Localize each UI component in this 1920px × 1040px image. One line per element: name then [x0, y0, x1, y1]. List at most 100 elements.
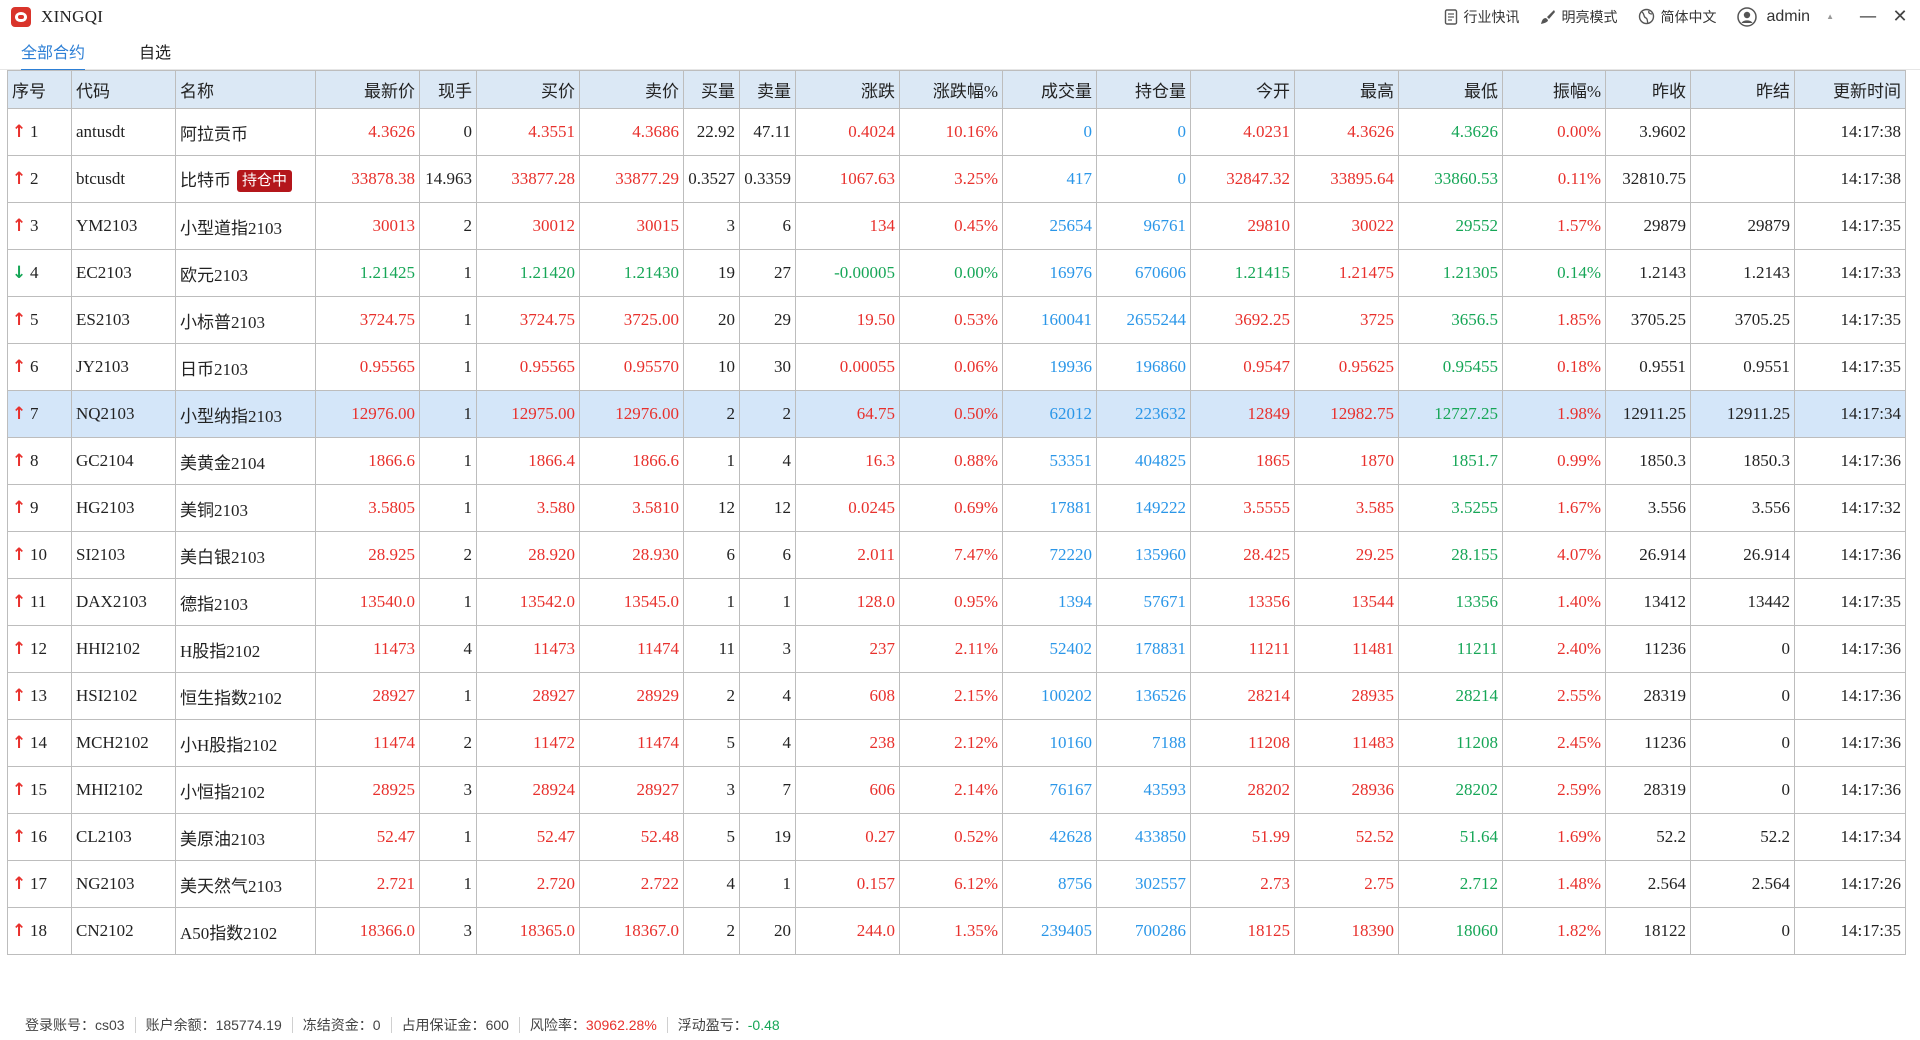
col-header-prev-close[interactable]: 昨收 [1605, 70, 1691, 109]
cell-high: 12982.75 [1294, 390, 1399, 438]
col-header-bid[interactable]: 买价 [476, 70, 580, 109]
contract-name: 小标普2103 [180, 312, 265, 332]
language-button[interactable]: 简体中文 [1638, 7, 1717, 27]
cell-update-time: 14:17:36 [1794, 672, 1906, 720]
minimize-button[interactable]: — [1859, 6, 1877, 27]
table-row[interactable]: ↑ 11 DAX2103 德指2103 13540.0 1 13542.0 13545.0 1 1… [7, 578, 1906, 626]
col-header-open-interest[interactable]: 持仓量 [1096, 70, 1191, 109]
col-header-name[interactable]: 名称 [175, 70, 316, 109]
globe-icon [1638, 8, 1654, 25]
cell-vol-now: 1 [419, 390, 477, 438]
table-row[interactable]: ↑ 15 MHI2102 小恒指2102 28925 3 28924 28927 3 7 606 2.… [7, 766, 1906, 814]
cell-amplitude: 1.82% [1502, 907, 1606, 955]
cell-update-time: 14:17:36 [1794, 625, 1906, 673]
col-header-low[interactable]: 最低 [1398, 70, 1503, 109]
theme-button[interactable]: 明亮模式 [1540, 7, 1618, 27]
cell-prev-close: 28319 [1605, 672, 1691, 720]
col-header-code[interactable]: 代码 [71, 70, 176, 109]
cell-code: HHI2102 [71, 625, 176, 673]
row-number: 1 [30, 122, 39, 141]
cell-change-pct: 0.69% [899, 484, 1003, 532]
close-button[interactable]: ✕ [1892, 6, 1908, 27]
contract-name: 美黄金2104 [180, 453, 265, 473]
table-row[interactable]: ↑ 12 HHI2102 H股指2102 11473 4 11473 11474 11 3 237 2… [7, 625, 1906, 673]
status-value: cs03 [95, 1017, 125, 1033]
col-header-last[interactable]: 最新价 [315, 70, 420, 109]
cell-volume: 1394 [1002, 578, 1097, 626]
status-value: -0.48 [747, 1017, 780, 1033]
cell-bid: 13542.0 [476, 578, 580, 626]
status-item: 账户余额：185774.19 [136, 1015, 292, 1035]
cell-open-interest: 2655244 [1096, 296, 1191, 344]
cell-no: ↑ 8 [7, 437, 72, 485]
tab-watchlist[interactable]: 自选 [139, 45, 172, 62]
status-label: 冻结资金： [302, 1017, 373, 1033]
col-header-ask[interactable]: 卖价 [579, 70, 684, 109]
cell-open: 3.5555 [1190, 484, 1295, 532]
col-header-high[interactable]: 最高 [1294, 70, 1399, 109]
cell-low: 4.3626 [1398, 108, 1503, 156]
user-menu[interactable]: admin [1736, 6, 1821, 27]
cell-vol-now: 1 [419, 578, 477, 626]
table-row[interactable]: ↑ 9 HG2103 美铜2103 3.5805 1 3.580 3.5810 12 12 0.02… [7, 484, 1906, 532]
table-row[interactable]: ↑ 13 HSI2102 恒生指数2102 28927 1 28927 28929 2 4 608 2… [7, 672, 1906, 720]
status-label: 占用保证金： [401, 1017, 486, 1033]
cell-ask: 11474 [579, 625, 684, 673]
col-header-update-time[interactable]: 更新时间 [1794, 70, 1906, 109]
col-header-change-pct[interactable]: 涨跌幅% [899, 70, 1003, 109]
table-row[interactable]: ↑ 5 ES2103 小标普2103 3724.75 1 3724.75 3725.00 20 2… [7, 296, 1906, 344]
cell-prev-close: 18122 [1605, 907, 1691, 955]
cell-update-time: 14:17:35 [1794, 202, 1906, 250]
cell-open: 11211 [1190, 625, 1295, 673]
row-number: 17 [30, 874, 47, 893]
cell-open: 28.425 [1190, 531, 1295, 579]
news-button[interactable]: 行业快讯 [1444, 7, 1520, 27]
col-header-volume[interactable]: 成交量 [1002, 70, 1097, 109]
col-header-ask-qty[interactable]: 卖量 [739, 70, 796, 109]
status-separator [390, 1017, 392, 1033]
cell-code: MHI2102 [71, 766, 176, 814]
table-row[interactable]: ↑ 17 NG2103 美天然气2103 2.721 1 2.720 2.722 4 1 0.157… [7, 860, 1906, 908]
col-header-bid-qty[interactable]: 买量 [683, 70, 740, 109]
cell-amplitude: 4.07% [1502, 531, 1606, 579]
cell-change-pct: 0.53% [899, 296, 1003, 344]
cell-name: 小H股指2102 [175, 719, 316, 767]
cell-no: ↑ 16 [7, 813, 72, 861]
col-header-change[interactable]: 涨跌 [795, 70, 900, 109]
col-header-amplitude[interactable]: 振幅% [1502, 70, 1606, 109]
table-row[interactable]: ↑ 16 CL2103 美原油2103 52.47 1 52.47 52.48 5 19 0.27 0… [7, 813, 1906, 861]
col-header-open[interactable]: 今开 [1190, 70, 1295, 109]
table-row[interactable]: ↑ 18 CN2102 A50指数2102 18366.0 3 18365.0 18367.0… [7, 907, 1906, 955]
cell-open: 32847.32 [1190, 155, 1295, 203]
arrow-up-icon: ↑ [12, 921, 27, 941]
cell-no: ↑ 6 [7, 343, 72, 391]
col-header-no[interactable]: 序号 [7, 70, 72, 109]
collapse-triangle-icon[interactable]: ▲ [1826, 12, 1834, 21]
tab-all-contracts[interactable]: 全部合约 [21, 39, 86, 71]
cell-ask-qty: 6 [739, 202, 796, 250]
col-header-prev-settle[interactable]: 昨结 [1690, 70, 1795, 109]
cell-prev-close: 2.564 [1605, 860, 1691, 908]
col-header-vol-now[interactable]: 现手 [419, 70, 477, 109]
cell-bid-qty: 1 [683, 578, 740, 626]
table-row[interactable]: ↑ 6 JY2103 日币2103 0.95565 1 0.95565 0.95570 10 30… [7, 343, 1906, 391]
table-row[interactable]: ↑ 10 SI2103 美白银2103 28.925 2 28.920 28.930 6 6 2.0… [7, 531, 1906, 579]
cell-amplitude: 0.18% [1502, 343, 1606, 391]
cell-amplitude: 2.59% [1502, 766, 1606, 814]
table-row[interactable]: ↓ 4 EC2103 欧元2103 1.21425 1 1.21420 1.21430 19 27… [7, 249, 1906, 297]
table-row[interactable]: ↑ 14 MCH2102 小H股指2102 11474 2 11472 11474 5 4 238 2… [7, 719, 1906, 767]
cell-prev-close: 3.556 [1605, 484, 1691, 532]
table-row[interactable]: ↑ 8 GC2104 美黄金2104 1866.6 1 1866.4 1866.6 1 4 16.3… [7, 437, 1906, 485]
cell-change-pct: 0.45% [899, 202, 1003, 250]
table-row[interactable]: ↑ 3 YM2103 小型道指2103 30013 2 30012 30015 3 6 134 0.4… [7, 202, 1906, 250]
table-row[interactable]: ↑ 7 NQ2103 小型纳指2103 12976.00 1 12975.00 12976.0… [7, 390, 1906, 438]
cell-ask: 2.722 [579, 860, 684, 908]
table-row[interactable]: ↑ 1 antusdt 阿拉贡币 4.3626 0 4.3551 4.3686 22.92 47.… [7, 108, 1906, 156]
cell-volume: 42628 [1002, 813, 1097, 861]
cell-low: 28214 [1398, 672, 1503, 720]
cell-amplitude: 2.40% [1502, 625, 1606, 673]
cell-volume: 52402 [1002, 625, 1097, 673]
cell-low: 1851.7 [1398, 437, 1503, 485]
table-row[interactable]: ↑ 2 btcusdt 比特币 持仓中 33878.38 14.963 33877.28 338… [7, 155, 1906, 203]
cell-ask: 18367.0 [579, 907, 684, 955]
